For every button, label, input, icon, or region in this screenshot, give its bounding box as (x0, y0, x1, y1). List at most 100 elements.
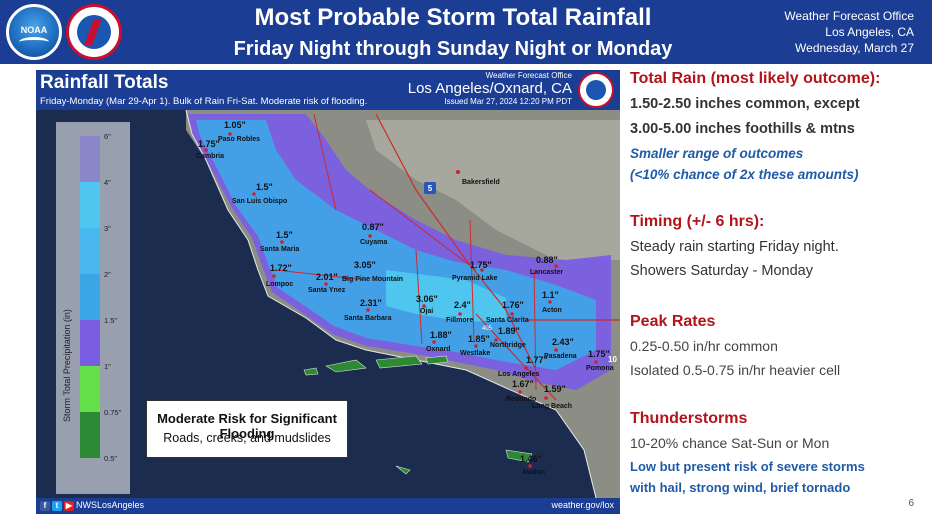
website-link[interactable]: weather.gov/lox (551, 500, 614, 510)
town-label: Fillmore (446, 317, 473, 324)
town-dot (548, 300, 552, 304)
map-title: Rainfall Totals (40, 72, 169, 93)
town-fillmore: 2.4" Fillmore (446, 300, 473, 324)
town-label: Pyramid Lake (452, 275, 498, 282)
amount-label: 1.67" (512, 379, 534, 389)
town-dot (252, 192, 256, 196)
amount-label: 1.88" (430, 330, 452, 340)
thunderstorms-line-2: Low but present risk of severe storms (630, 459, 865, 474)
map-office-label: Weather Forecast Office (485, 71, 572, 80)
total-rain-line-1: 1.50-2.50 inches common, except (630, 96, 860, 112)
amount-label: 3.05" (354, 260, 376, 270)
amount-label: 1.76" (502, 300, 524, 310)
town-dot (228, 132, 232, 136)
town-dot (474, 344, 478, 348)
amount-label: 1.85" (468, 334, 490, 344)
town-santa-barbara: 2.31" Santa Barbara (344, 298, 392, 322)
legend-color-bar (80, 136, 100, 458)
office-line-1: Weather Forecast Office (784, 9, 914, 23)
map-header: Rainfall Totals Friday-Monday (Mar 29-Ap… (36, 70, 620, 110)
thunderstorms-line-3: with hail, strong wind, brief tornado (630, 480, 851, 495)
slide-header: NOAA Most Probable Storm Total Rainfall … (0, 0, 932, 64)
social-icons: f t ▶ (40, 501, 74, 511)
town-dot (594, 360, 598, 364)
amount-label: 1.05" (224, 120, 246, 130)
amount-label: 3.06" (416, 294, 438, 304)
town-long-beach: 1.59" Long Beach (532, 384, 572, 410)
town-label: Northridge (490, 342, 526, 349)
range-note-2: (<10% chance of 2x these amounts) (630, 167, 859, 182)
amount-label: 1.75" (198, 139, 220, 149)
town-dot (528, 464, 532, 468)
legend-tick: 0.5" (104, 454, 118, 463)
town-dot (422, 304, 426, 308)
amount-label: 1.1" (542, 290, 559, 300)
rain-shading-heavy (386, 270, 506, 322)
coastline (185, 109, 597, 499)
town-label: Cuyama (360, 239, 387, 246)
town-northridge: 1.89" Northridge (490, 326, 526, 349)
youtube-icon[interactable]: ▶ (64, 501, 74, 511)
map-office-name: Los Angeles/Oxnard, CA (407, 80, 572, 97)
social-handle[interactable]: NWSLosAngeles (76, 500, 145, 510)
map-graphic: 5 405 10 Bakersfield 1.05" Paso Robles 1… (36, 70, 620, 514)
legend-seg-3-4 (80, 182, 100, 228)
total-rain-line-2: 3.00-5.00 inches foothills & mtns (630, 121, 855, 137)
town-label: Acton (542, 307, 562, 314)
town-label: Santa Clarita (486, 317, 529, 324)
town-santa-maria: 1.5" Santa Maria (260, 230, 299, 253)
amount-label: 2.01" (316, 272, 338, 282)
office-info: Weather Forecast Office Los Angeles, CA … (784, 8, 914, 56)
town-cambria: 1.75" Cambria (196, 139, 224, 160)
town-avalon: 1.46" Avalon (520, 454, 545, 476)
town-redondo: 1.67" Redondo (506, 379, 536, 403)
slide-number: 6 (908, 498, 914, 509)
town-label: Cambria (196, 153, 224, 160)
peak-rates-line-1: 0.25-0.50 in/hr common (630, 338, 778, 354)
town-westlake: 1.85" Westlake (460, 334, 490, 357)
town-santa-ynez: 2.01" Santa Ynez (308, 272, 346, 294)
town-dot (518, 390, 522, 394)
highway-5-shield (424, 182, 436, 194)
town-label: Lompoc (266, 281, 293, 288)
town-label: Los Angeles (498, 371, 539, 378)
legend-tick: 4" (104, 178, 111, 187)
slide-title: Most Probable Storm Total Rainfall (254, 4, 652, 31)
town-label: Long Beach (532, 403, 572, 410)
nws-logo (66, 4, 122, 60)
highways (375, 113, 620, 401)
town-label: Pomona (586, 365, 614, 372)
town-label: Avalon (522, 469, 545, 476)
town-santa-clarita: 1.76" Santa Clarita (486, 300, 529, 324)
town-dot (544, 396, 548, 400)
town-dot (324, 282, 328, 286)
town-dot (510, 312, 514, 316)
town-pasadena: 2.43" Pasadena (544, 337, 577, 360)
highway-10-label: 10 (608, 355, 617, 364)
town-label: Lancaster (530, 269, 563, 276)
town-label: Santa Ynez (308, 287, 346, 294)
town-oxnard: 1.88" Oxnard (426, 330, 452, 353)
bakersfield-label: Bakersfield (462, 179, 500, 186)
channel-islands (303, 355, 533, 475)
twitter-icon[interactable]: t (52, 501, 62, 511)
amount-label: 2.31" (360, 298, 382, 308)
facebook-icon[interactable]: f (40, 501, 50, 511)
legend-seg-1.5-2 (80, 274, 100, 320)
town-ojai: 3.06" Ojai (416, 294, 438, 315)
legend-seg-0.5-0.75 (80, 412, 100, 458)
legend-seg-4-6 (80, 136, 100, 182)
legend-tick: 1" (104, 362, 111, 371)
town-dot (458, 312, 462, 316)
town-pyramid-lake: 1.75" Pyramid Lake (452, 260, 498, 282)
precip-legend: Storm Total Precipitation (in) 6" 4" 3" … (56, 122, 130, 494)
town-big-pine-mountain: 3.05" Big Pine Mountain (342, 260, 403, 283)
town-label: Westlake (460, 350, 490, 357)
town-dot (432, 340, 436, 344)
town-san-luis-obispo: 1.5" San Luis Obispo (232, 182, 287, 205)
map-footer: f t ▶ NWSLosAngeles weather.gov/lox (36, 498, 620, 514)
peak-rates-heading: Peak Rates (630, 313, 716, 330)
amount-label: 1.72" (270, 263, 292, 273)
town-dot (480, 268, 484, 272)
slide-subtitle: Friday Night through Sunday Night or Mon… (233, 38, 673, 60)
